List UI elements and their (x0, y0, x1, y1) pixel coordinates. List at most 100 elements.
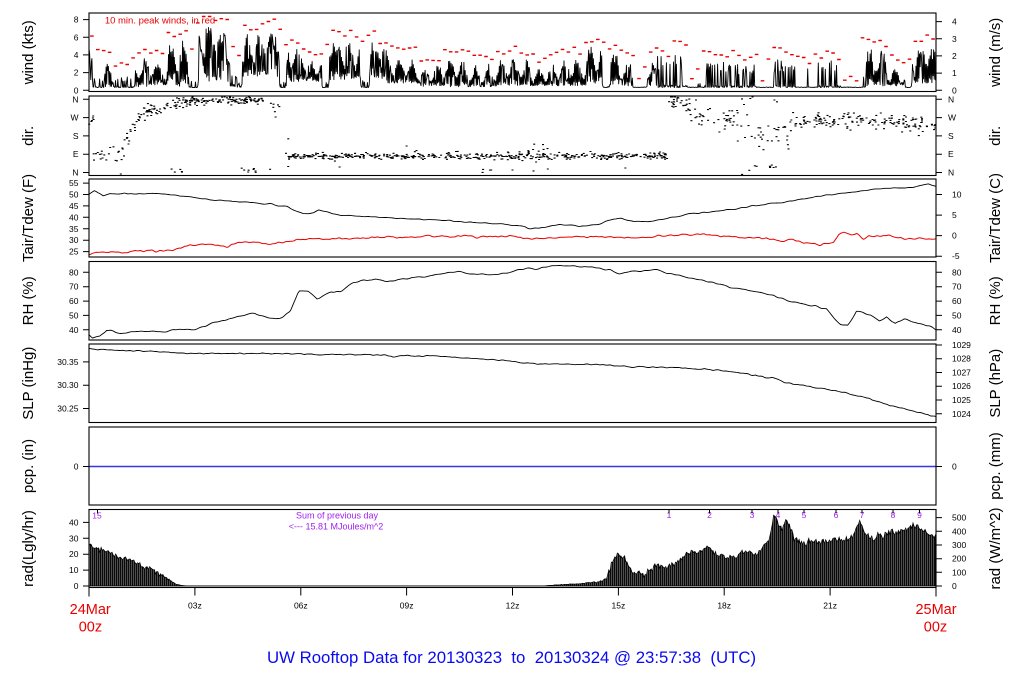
svg-text:40: 40 (952, 325, 962, 335)
svg-text:8: 8 (891, 510, 896, 520)
svg-text:6: 6 (74, 32, 79, 42)
svg-text:50: 50 (69, 190, 79, 200)
svg-text:80: 80 (952, 267, 962, 277)
svg-text:55: 55 (69, 178, 79, 188)
svg-text:N: N (948, 168, 954, 178)
svg-text:pcp. (in): pcp. (in) (20, 439, 37, 493)
svg-text:12z: 12z (506, 601, 520, 611)
svg-text:300: 300 (952, 540, 966, 550)
svg-text:UW Rooftop Data for 20130323: UW Rooftop Data for 20130323 to 20130324… (267, 648, 756, 667)
svg-text:wind (kts): wind (kts) (20, 20, 37, 85)
svg-text:1025: 1025 (952, 395, 971, 405)
svg-text:35: 35 (69, 224, 79, 234)
svg-text:7: 7 (860, 510, 865, 520)
svg-text:1028: 1028 (952, 354, 971, 364)
svg-text:W: W (70, 113, 78, 123)
svg-text:E: E (948, 149, 954, 159)
svg-text:15z: 15z (612, 601, 626, 611)
svg-text:30: 30 (69, 235, 79, 245)
svg-text:4: 4 (952, 17, 957, 27)
svg-text:25: 25 (69, 247, 79, 257)
svg-text:1024: 1024 (952, 409, 971, 419)
svg-text:3: 3 (750, 510, 755, 520)
svg-text:S: S (73, 131, 79, 141)
svg-text:06z: 06z (294, 601, 308, 611)
svg-text:70: 70 (952, 282, 962, 292)
svg-text:400: 400 (952, 526, 966, 536)
svg-text:0: 0 (74, 85, 79, 95)
svg-text:1026: 1026 (952, 381, 971, 391)
svg-text:0: 0 (952, 462, 957, 472)
svg-text:1029: 1029 (952, 340, 971, 350)
svg-text:10 min. peak winds, in red: 10 min. peak winds, in red (105, 15, 215, 26)
svg-text:10: 10 (952, 190, 962, 200)
svg-text:4: 4 (776, 510, 781, 520)
svg-text:Tair/Tdew (F): Tair/Tdew (F) (20, 174, 37, 262)
svg-text:SLP (inHg): SLP (inHg) (20, 347, 37, 420)
svg-text:1: 1 (952, 68, 957, 78)
svg-text:50: 50 (69, 310, 79, 320)
svg-text:5: 5 (952, 210, 957, 220)
svg-text:dir.: dir. (20, 126, 37, 146)
svg-text:40: 40 (69, 517, 79, 527)
svg-text:-5: -5 (952, 251, 960, 261)
svg-text:3: 3 (952, 34, 957, 44)
svg-text:30.35: 30.35 (57, 357, 79, 367)
svg-text:100: 100 (952, 567, 966, 577)
svg-text:2: 2 (952, 51, 957, 61)
svg-text:00z: 00z (924, 620, 947, 636)
svg-text:60: 60 (952, 296, 962, 306)
svg-text:wind (m/s): wind (m/s) (987, 18, 1004, 88)
svg-text:Sum of previous day: Sum of previous day (296, 511, 379, 521)
svg-text:0: 0 (952, 581, 957, 591)
svg-text:N: N (948, 94, 954, 104)
svg-text:09z: 09z (400, 601, 414, 611)
svg-text:rad (W/m^2): rad (W/m^2) (987, 507, 1004, 589)
svg-text:20: 20 (69, 549, 79, 559)
svg-text:S: S (948, 131, 954, 141)
svg-text:RH (%): RH (%) (20, 276, 37, 325)
svg-text:40: 40 (69, 212, 79, 222)
svg-text:1: 1 (667, 510, 672, 520)
svg-text:Tair/Tdew (C): Tair/Tdew (C) (987, 173, 1004, 263)
svg-text:RH (%): RH (%) (987, 276, 1004, 325)
svg-text:200: 200 (952, 554, 966, 564)
svg-text:SLP (hPa): SLP (hPa) (987, 349, 1004, 418)
svg-text:21z: 21z (823, 601, 837, 611)
svg-text:8: 8 (74, 15, 79, 25)
svg-text:W: W (948, 113, 956, 123)
svg-text:dir.: dir. (987, 126, 1004, 146)
svg-text:N: N (72, 94, 78, 104)
svg-text:50: 50 (952, 310, 962, 320)
svg-text:10: 10 (69, 565, 79, 575)
svg-text:4: 4 (74, 50, 79, 60)
svg-text:5: 5 (802, 510, 807, 520)
svg-text:0: 0 (74, 581, 79, 591)
svg-text:6: 6 (834, 510, 839, 520)
svg-text:<--- 15.81 MJoules/m^2: <--- 15.81 MJoules/m^2 (289, 522, 384, 532)
svg-text:03z: 03z (188, 601, 202, 611)
svg-text:1027: 1027 (952, 368, 971, 378)
svg-text:60: 60 (69, 296, 79, 306)
svg-text:18z: 18z (717, 601, 731, 611)
svg-text:15: 15 (92, 511, 102, 521)
svg-text:2: 2 (707, 510, 712, 520)
svg-text:E: E (73, 149, 79, 159)
svg-text:80: 80 (69, 267, 79, 277)
svg-text:N: N (72, 168, 78, 178)
svg-text:24Mar: 24Mar (70, 602, 111, 618)
svg-text:30.30: 30.30 (57, 380, 79, 390)
svg-text:0: 0 (952, 231, 957, 241)
svg-text:0: 0 (952, 85, 957, 95)
svg-text:25Mar: 25Mar (915, 602, 956, 618)
svg-text:70: 70 (69, 282, 79, 292)
svg-text:30.25: 30.25 (57, 404, 79, 414)
svg-text:30: 30 (69, 533, 79, 543)
svg-text:00z: 00z (79, 620, 102, 636)
svg-text:2: 2 (74, 68, 79, 78)
svg-text:40: 40 (69, 325, 79, 335)
svg-text:0: 0 (74, 462, 79, 472)
svg-text:9: 9 (917, 510, 922, 520)
svg-text:pcp. (mm): pcp. (mm) (987, 432, 1004, 500)
svg-text:rad(Lgly/hr): rad(Lgly/hr) (20, 510, 37, 587)
